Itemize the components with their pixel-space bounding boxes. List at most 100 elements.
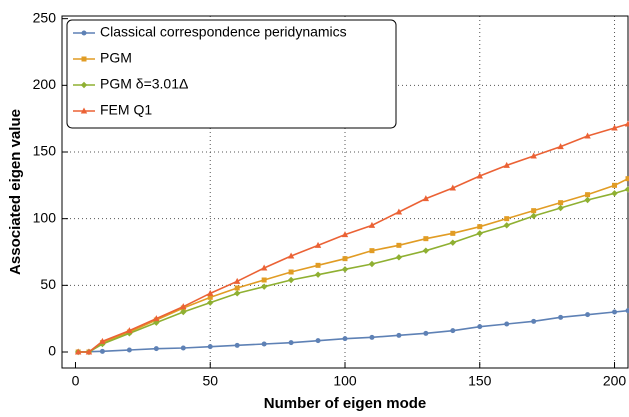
- marker: [368, 260, 376, 268]
- marker: [422, 247, 430, 254]
- marker: [261, 277, 267, 283]
- marker: [314, 241, 322, 248]
- marker: [557, 143, 564, 150]
- marker: [342, 256, 348, 262]
- marker: [395, 254, 403, 261]
- marker: [504, 216, 510, 222]
- marker: [530, 212, 537, 220]
- marker: [288, 269, 294, 275]
- marker: [449, 184, 457, 191]
- marker: [396, 332, 402, 338]
- marker: [207, 289, 214, 296]
- y-tick-label: 200: [33, 76, 57, 92]
- marker: [368, 221, 376, 228]
- marker: [80, 107, 88, 114]
- marker: [531, 208, 537, 214]
- marker: [342, 336, 348, 342]
- marker: [423, 330, 429, 336]
- marker: [584, 132, 591, 139]
- marker: [531, 318, 537, 324]
- marker: [126, 327, 133, 334]
- legend-label: Classical correspondence peridynamics: [100, 24, 347, 40]
- marker: [207, 299, 214, 306]
- y-tick-label: 50: [40, 276, 56, 292]
- marker: [625, 308, 629, 314]
- marker: [180, 308, 187, 316]
- marker: [234, 342, 240, 348]
- legend-label: PGM: [100, 50, 132, 66]
- marker: [260, 283, 268, 290]
- marker: [369, 334, 375, 340]
- marker: [624, 186, 629, 193]
- marker: [80, 81, 88, 89]
- marker: [612, 309, 618, 315]
- marker: [341, 231, 349, 238]
- marker: [612, 182, 618, 188]
- marker: [315, 338, 321, 344]
- series-line: [78, 188, 629, 353]
- marker: [530, 152, 537, 159]
- legend: Classical correspondence peridynamics PGM…: [66, 19, 397, 129]
- marker: [450, 328, 456, 334]
- y-axis-label: Associated eigen value: [7, 109, 24, 275]
- marker: [477, 224, 483, 230]
- marker: [558, 314, 564, 320]
- marker: [207, 344, 213, 350]
- marker: [287, 276, 295, 284]
- x-axis-label: Number of eigen mode: [264, 395, 427, 412]
- marker: [233, 277, 241, 284]
- marker: [85, 348, 93, 355]
- marker: [81, 56, 87, 62]
- y-tick-label: 150: [33, 143, 57, 159]
- marker: [558, 200, 564, 206]
- marker: [476, 230, 483, 237]
- marker: [422, 195, 430, 202]
- marker: [423, 236, 429, 242]
- x-tick-label: 0: [72, 373, 80, 389]
- marker: [611, 124, 618, 131]
- marker: [585, 312, 591, 318]
- marker: [153, 315, 160, 322]
- marker: [611, 190, 618, 197]
- marker: [81, 30, 87, 36]
- marker: [557, 204, 564, 212]
- marker: [369, 248, 375, 254]
- marker: [99, 348, 105, 354]
- marker: [207, 294, 213, 300]
- marker: [504, 321, 510, 327]
- series-line: [78, 177, 629, 353]
- marker: [477, 324, 483, 330]
- marker: [315, 262, 321, 268]
- marker: [625, 176, 629, 182]
- marker: [153, 346, 159, 352]
- marker: [74, 348, 82, 355]
- marker: [624, 120, 629, 127]
- legend-label: FEM Q1: [100, 102, 152, 118]
- x-tick-label: 50: [202, 373, 218, 389]
- y-tick-label: 0: [48, 343, 56, 359]
- marker: [180, 345, 186, 351]
- marker: [450, 230, 456, 236]
- marker: [396, 242, 402, 248]
- marker: [395, 208, 403, 215]
- marker: [503, 222, 510, 229]
- marker: [503, 161, 510, 168]
- marker: [288, 340, 294, 346]
- marker: [287, 252, 295, 259]
- x-tick-label: 150: [468, 373, 492, 389]
- marker: [260, 264, 268, 271]
- legend-box: [66, 19, 397, 129]
- marker: [314, 271, 322, 278]
- marker: [449, 239, 457, 246]
- marker: [126, 347, 132, 353]
- marker: [476, 172, 483, 179]
- marker: [99, 337, 106, 344]
- x-tick-label: 100: [333, 373, 357, 389]
- marker: [180, 303, 187, 310]
- marker: [585, 192, 591, 198]
- marker: [261, 341, 267, 347]
- y-tick-label: 100: [33, 209, 57, 225]
- x-tick-label: 200: [603, 373, 627, 389]
- marker: [341, 266, 349, 273]
